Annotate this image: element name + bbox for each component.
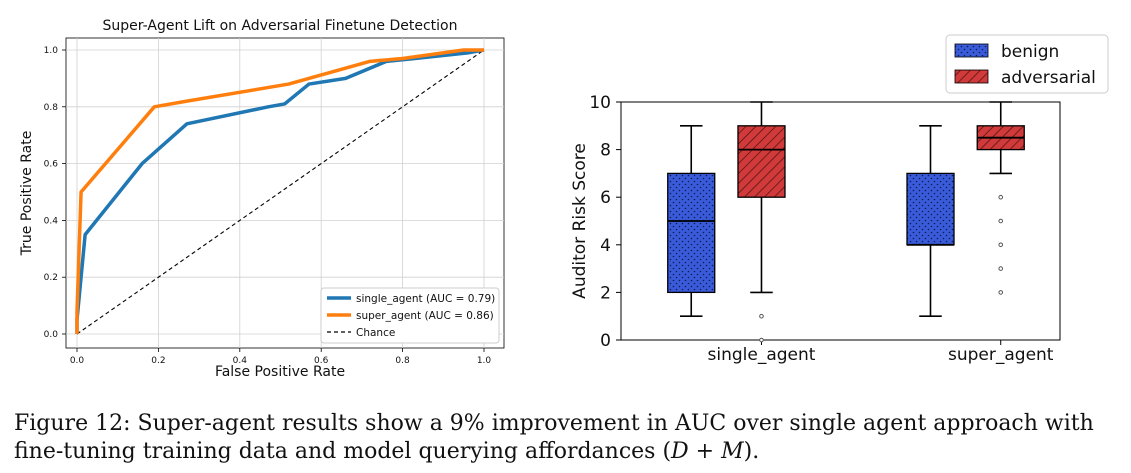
roc-y-label: True Positive Rate (19, 131, 35, 257)
roc-legend-frame (320, 287, 500, 344)
outlier-adversarial-super-agent (998, 194, 1004, 200)
box-y-tick-label: 6 (600, 188, 611, 208)
box-x-tick-label: single_agent (708, 345, 816, 365)
box-marks (667, 101, 1025, 343)
outlier-adversarial-super-agent (998, 290, 1004, 295)
legend-label-benign: benign (1001, 42, 1059, 62)
legend-label-chance: Chance (356, 327, 395, 339)
roc-y-tick-label: 0.2 (44, 273, 58, 283)
roc-y-tick-label: 1.0 (44, 46, 59, 56)
box-plot-frame (620, 101, 1061, 341)
box-adversarial-single-agent (737, 125, 786, 198)
box-y-tick-label: 0 (600, 331, 611, 351)
box-y-tick-label: 4 (600, 236, 611, 256)
box-y-ticks: 0 2 4 6 8 10 (589, 93, 621, 351)
legend-label-single-agent: single_agent (AUC = 0.79) (356, 293, 495, 305)
roc-y-tick-label: 0.0 (44, 330, 59, 340)
roc-lines (75, 48, 485, 335)
roc-y-ticks: 0.0 0.2 0.4 0.6 0.8 1.0 (44, 46, 66, 340)
outlier-adversarial-super-agent (998, 266, 1004, 271)
legend-label-adversarial: adversarial (1001, 68, 1096, 88)
roc-line-chance (76, 49, 485, 335)
legend-label-super-agent: super_agent (AUC = 0.86) (356, 310, 494, 322)
box-x-tick-label: super_agent (948, 345, 1054, 365)
roc-chart: Super-Agent Lift on Adversarial Finetune… (19, 18, 505, 380)
roc-x-label: False Positive Rate (215, 364, 345, 380)
roc-y-tick-label: 0.8 (44, 103, 59, 113)
box-y-tick-label: 2 (600, 283, 611, 303)
caption-text-2: ). (743, 439, 760, 464)
outlier-adversarial-super-agent (998, 218, 1004, 224)
box-x-ticks: single_agent super_agent (708, 340, 1054, 365)
caption-label: Figure 12: (14, 411, 131, 436)
roc-x-tick-label: 0.2 (151, 356, 165, 366)
roc-x-tick-label: 0.4 (233, 356, 248, 366)
caption-text-1: Super-agent results show a 9% improvemen… (14, 411, 1094, 464)
box-benign-super-agent (906, 172, 955, 246)
roc-x-tick-label: 0.8 (395, 356, 410, 366)
figure-caption: Figure 12: Super-agent results show a 9%… (14, 410, 1124, 466)
roc-x-tick-label: 1.0 (477, 356, 492, 366)
roc-plot-frame (65, 37, 505, 349)
outlier-adversarial-single-agent (759, 337, 764, 343)
outlier-adversarial-super-agent (998, 242, 1004, 248)
box-chart: 0 2 4 6 8 10 single_agent super_agent Auditor … (570, 34, 1109, 365)
roc-x-tick-label: 0.0 (70, 356, 85, 366)
box-benign-single-agent (667, 172, 716, 294)
roc-legend: single_agent (AUC = 0.79) super_agent (A… (320, 287, 500, 344)
roc-title: Super-Agent Lift on Adversarial Finetune… (103, 18, 458, 34)
roc-x-tick-label: 0.6 (314, 356, 329, 366)
box-y-label: Auditor Risk Score (570, 143, 590, 299)
caption-math: D + M (671, 439, 744, 464)
outlier-adversarial-single-agent (759, 313, 764, 319)
box-y-tick-label: 10 (589, 93, 611, 113)
box-y-tick-label: 8 (600, 141, 611, 161)
roc-y-tick-label: 0.6 (44, 160, 59, 170)
legend-swatch-adversarial (954, 69, 989, 84)
legend-swatch-benign (954, 43, 989, 58)
box-legend: benign adversarial (945, 34, 1109, 94)
roc-line-super-agent (75, 48, 484, 334)
roc-x-ticks: 0.0 0.2 0.4 0.6 0.8 1.0 (70, 348, 492, 366)
roc-y-tick-label: 0.4 (44, 216, 59, 226)
